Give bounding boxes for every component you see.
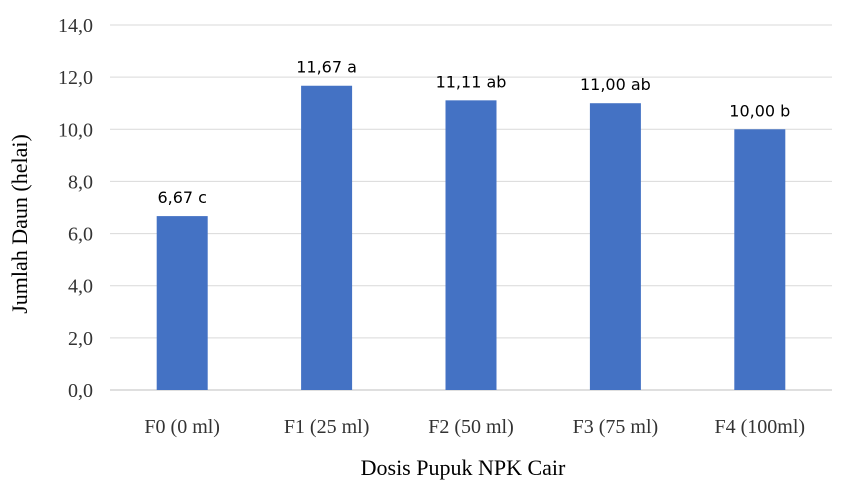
y-tick-label: 8,0 xyxy=(68,171,93,193)
x-axis-title: Dosis Pupuk NPK Cair xyxy=(361,455,566,480)
y-tick-label: 12,0 xyxy=(58,67,93,89)
x-tick-label: F3 (75 ml) xyxy=(573,416,659,438)
x-tick-label: F0 (0 ml) xyxy=(144,416,220,438)
data-label: 11,67 a xyxy=(296,58,357,77)
y-tick-label: 2,0 xyxy=(68,328,93,350)
data-label: 10,00 b xyxy=(729,101,790,120)
data-label: 11,11 ab xyxy=(436,72,507,91)
bar xyxy=(734,129,786,391)
y-tick-label: 6,0 xyxy=(68,224,93,246)
y-tick-label: 0,0 xyxy=(68,380,93,402)
y-axis-title: Jumlah Daun (helai) xyxy=(7,134,32,314)
data-label: 6,67 c xyxy=(157,188,207,207)
y-tick-label: 4,0 xyxy=(68,276,93,298)
bar xyxy=(445,100,497,390)
x-tick-label: F2 (50 ml) xyxy=(428,416,514,438)
y-tick-label: 10,0 xyxy=(58,119,93,141)
bar xyxy=(589,103,641,390)
data-labels: 6,67 c 11,67 a 11,11 ab 11,00 ab 10,00 b xyxy=(157,58,790,207)
x-axis-ticks: F0 (0 ml) F1 (25 ml) F2 (50 ml) F3 (75 ml) F… xyxy=(144,416,805,438)
x-tick-label: F1 (25 ml) xyxy=(284,416,370,438)
y-tick-label: 14,0 xyxy=(58,15,93,37)
data-label: 11,00 ab xyxy=(580,75,651,94)
bars xyxy=(156,85,786,391)
bar xyxy=(156,216,208,390)
y-axis-ticks: 0,0 2,0 4,0 6,0 8,0 10,0 12,0 14,0 xyxy=(58,15,93,402)
bar xyxy=(301,85,353,390)
x-tick-label: F4 (100ml) xyxy=(715,416,806,438)
